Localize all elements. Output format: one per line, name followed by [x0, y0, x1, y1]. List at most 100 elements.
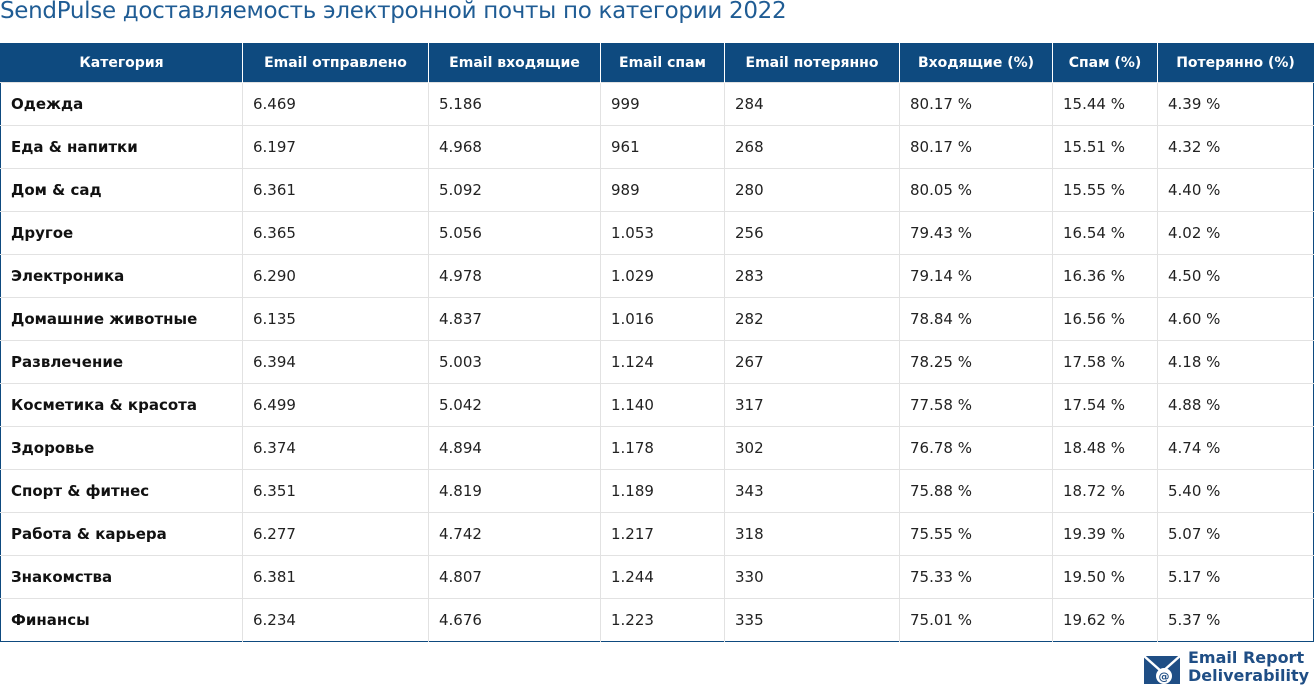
- table-cell: 4.32 %: [1157, 125, 1314, 169]
- table-cell: 282: [724, 297, 900, 341]
- table-cell: 1.140: [600, 383, 725, 427]
- table-cell: 317: [724, 383, 900, 427]
- table-cell: 6.197: [242, 125, 429, 169]
- table-row: Косметика & красота 6.499 5.042 1.140 317 77.…: [0, 383, 1314, 427]
- table-cell: 77.58 %: [899, 383, 1053, 427]
- table-cell: 1.244: [600, 555, 725, 599]
- table-cell: 80.17 %: [899, 125, 1053, 169]
- table-cell: 6.234: [242, 598, 429, 642]
- table-cell: 18.48 %: [1052, 426, 1158, 470]
- table-body: Одежда 6.469 5.186 999 284 80.17 % 15.44 % 4.39…: [0, 82, 1314, 642]
- table-cell: 16.56 %: [1052, 297, 1158, 341]
- table-cell: 15.55 %: [1052, 168, 1158, 212]
- logo-icon: @: [1143, 655, 1181, 684]
- table-cell: 989: [600, 168, 725, 212]
- table-cell: 79.14 %: [899, 254, 1053, 298]
- table-cell: 78.25 %: [899, 340, 1053, 384]
- row-label: Здоровье: [0, 426, 243, 470]
- table-cell: 4.807: [428, 555, 601, 599]
- table-cell: 335: [724, 598, 900, 642]
- table-cell: 4.894: [428, 426, 601, 470]
- column-header: Email потерянно: [724, 43, 900, 83]
- table-cell: 6.135: [242, 297, 429, 341]
- table-cell: 6.381: [242, 555, 429, 599]
- column-header: Email отправлено: [242, 43, 429, 83]
- table-cell: 302: [724, 426, 900, 470]
- row-label: Домашние животные: [0, 297, 243, 341]
- table-row: Еда & напитки 6.197 4.968 961 268 80.17 % 15.5…: [0, 125, 1314, 169]
- table-cell: 4.742: [428, 512, 601, 556]
- column-header: Категория: [0, 43, 243, 83]
- table-row: Домашние животные 6.135 4.837 1.016 282 78.84…: [0, 297, 1314, 341]
- table-cell: 343: [724, 469, 900, 513]
- table-row: Работа & карьера 6.277 4.742 1.217 318 75.55 …: [0, 512, 1314, 556]
- table-row: Другое 6.365 5.056 1.053 256 79.43 % 16.54 % 4.…: [0, 211, 1314, 255]
- table-cell: 5.186: [428, 82, 601, 126]
- table-cell: 17.54 %: [1052, 383, 1158, 427]
- table-cell: 17.58 %: [1052, 340, 1158, 384]
- table-cell: 5.37 %: [1157, 598, 1314, 642]
- table-cell: 4.39 %: [1157, 82, 1314, 126]
- table-cell: 4.819: [428, 469, 601, 513]
- table-cell: 4.74 %: [1157, 426, 1314, 470]
- row-label: Косметика & красота: [0, 383, 243, 427]
- table-cell: 1.178: [600, 426, 725, 470]
- table-row: Здоровье 6.374 4.894 1.178 302 76.78 % 18.48 %…: [0, 426, 1314, 470]
- logo: @ Email Report Deliverability: [1142, 648, 1309, 688]
- table-cell: 4.50 %: [1157, 254, 1314, 298]
- table-row: Дом & сад 6.361 5.092 989 280 80.05 % 15.55 % 4…: [0, 168, 1314, 212]
- column-header: Входящие (%): [899, 43, 1053, 83]
- table-cell: 80.17 %: [899, 82, 1053, 126]
- table-cell: 4.837: [428, 297, 601, 341]
- table-cell: 19.39 %: [1052, 512, 1158, 556]
- table-cell: 256: [724, 211, 900, 255]
- row-label: Еда & напитки: [0, 125, 243, 169]
- table-cell: 4.60 %: [1157, 297, 1314, 341]
- table-cell: 6.290: [242, 254, 429, 298]
- table-cell: 19.50 %: [1052, 555, 1158, 599]
- table-cell: 1.217: [600, 512, 725, 556]
- table-row: Одежда 6.469 5.186 999 284 80.17 % 15.44 % 4.39…: [0, 82, 1314, 126]
- table-cell: 6.277: [242, 512, 429, 556]
- table-cell: 6.394: [242, 340, 429, 384]
- column-header: Спам (%): [1052, 43, 1158, 83]
- table-cell: 19.62 %: [1052, 598, 1158, 642]
- table-cell: 6.365: [242, 211, 429, 255]
- table-cell: 268: [724, 125, 900, 169]
- row-label: Электроника: [0, 254, 243, 298]
- table-row: Знакомства 6.381 4.807 1.244 330 75.33 % 19.50…: [0, 555, 1314, 599]
- table-row: Электроника 6.290 4.978 1.029 283 79.14 % 16.3…: [0, 254, 1314, 298]
- table-cell: 4.968: [428, 125, 601, 169]
- table-cell: 961: [600, 125, 725, 169]
- table-cell: 4.02 %: [1157, 211, 1314, 255]
- table-cell: 76.78 %: [899, 426, 1053, 470]
- table-cell: 283: [724, 254, 900, 298]
- table-cell: 6.469: [242, 82, 429, 126]
- table-cell: 18.72 %: [1052, 469, 1158, 513]
- table-cell: 1.223: [600, 598, 725, 642]
- table-cell: 280: [724, 168, 900, 212]
- table-cell: 6.361: [242, 168, 429, 212]
- table-cell: 5.042: [428, 383, 601, 427]
- row-label: Работа & карьера: [0, 512, 243, 556]
- table-cell: 5.092: [428, 168, 601, 212]
- table-cell: 1.189: [600, 469, 725, 513]
- page-title: SendPulse доставляемость электронной поч…: [0, 0, 787, 24]
- table-row: Развлечение 6.394 5.003 1.124 267 78.25 % 17.5…: [0, 340, 1314, 384]
- table-cell: 5.17 %: [1157, 555, 1314, 599]
- header-row: Категория Email отправлено Email входящие E…: [0, 43, 1314, 83]
- table-cell: 5.003: [428, 340, 601, 384]
- table-cell: 16.36 %: [1052, 254, 1158, 298]
- table-cell: 5.056: [428, 211, 601, 255]
- table-cell: 78.84 %: [899, 297, 1053, 341]
- logo-text: Deliverability: [1188, 666, 1310, 685]
- table-cell: 1.016: [600, 297, 725, 341]
- logo-text: Email Report: [1188, 648, 1305, 667]
- table-cell: 6.499: [242, 383, 429, 427]
- table-cell: 6.374: [242, 426, 429, 470]
- table-cell: 5.40 %: [1157, 469, 1314, 513]
- data-table: Категория Email отправлено Email входящие E…: [0, 43, 1314, 642]
- table-cell: 999: [600, 82, 725, 126]
- column-header: Email входящие: [428, 43, 601, 83]
